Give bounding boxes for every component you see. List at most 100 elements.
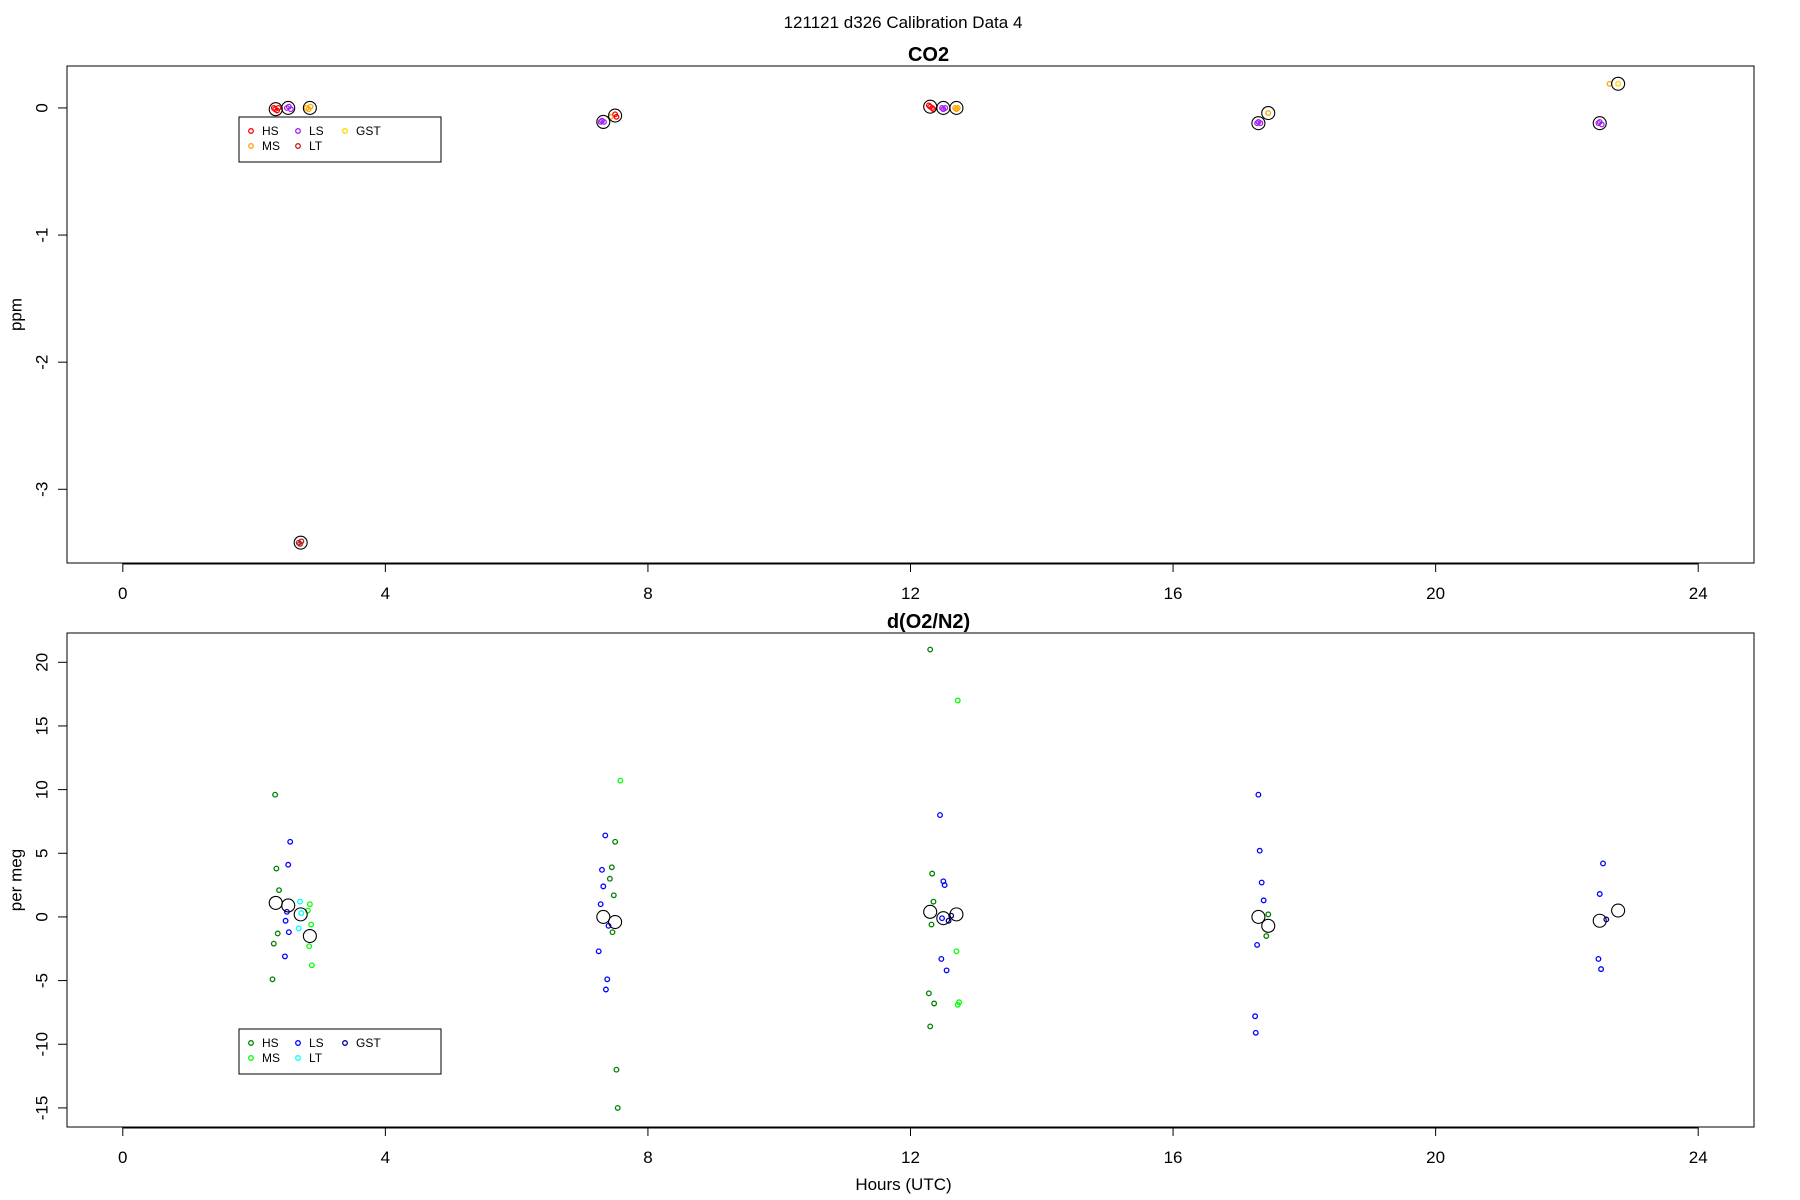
data-point <box>1255 791 1262 798</box>
mean-point <box>1592 913 1607 928</box>
x-tick-label: 12 <box>901 1148 920 1167</box>
x-tick-label: 8 <box>643 1148 652 1167</box>
y-axis-label: per meg <box>7 849 26 911</box>
data-point <box>1598 121 1605 128</box>
mean-point <box>1611 76 1626 91</box>
data-point <box>939 104 945 111</box>
data-point <box>1596 891 1603 897</box>
y-tick-label: 20 <box>33 653 52 672</box>
x-tick-label: 4 <box>381 1148 390 1167</box>
mean-point <box>293 907 308 922</box>
mean-point <box>1261 105 1276 121</box>
data-point <box>602 832 609 839</box>
series-ms <box>303 80 1613 120</box>
data-point <box>1600 860 1606 867</box>
mean-point <box>608 108 623 123</box>
y-tick-label: 5 <box>33 849 52 858</box>
mean-point <box>923 904 938 919</box>
series-lt <box>295 538 305 547</box>
data-point <box>930 898 937 905</box>
data-point <box>945 917 952 924</box>
data-point <box>281 953 288 960</box>
mean-point <box>1592 116 1607 131</box>
mean-point <box>281 898 296 913</box>
data-point <box>1263 933 1270 939</box>
x-tick-label: 16 <box>1164 584 1183 603</box>
data-point <box>1598 966 1605 973</box>
data-point <box>1615 80 1622 87</box>
x-tick-label: 24 <box>1689 1148 1708 1167</box>
x-tick-label: 20 <box>1426 584 1445 603</box>
data-point <box>274 930 281 937</box>
legend-label: LS <box>309 124 324 138</box>
data-point <box>927 646 934 653</box>
data-point <box>308 921 315 928</box>
mean-point <box>936 911 951 926</box>
y-tick-label: -3 <box>33 482 52 497</box>
data-point <box>606 875 613 882</box>
series-ls <box>283 103 1605 128</box>
data-point <box>954 104 961 111</box>
x-tick-label: 24 <box>1689 584 1708 603</box>
x-tick-label: 0 <box>118 584 127 603</box>
y-tick-label: 15 <box>33 716 52 735</box>
data-point <box>276 887 282 894</box>
x-axis-label: Hours (UTC) <box>855 1175 951 1194</box>
data-point <box>953 948 960 955</box>
data-point <box>595 948 602 955</box>
legend-marker <box>248 143 254 149</box>
mean-point <box>1251 909 1266 924</box>
data-point <box>609 929 616 936</box>
data-point <box>939 915 945 922</box>
y-tick-label: 10 <box>33 780 52 799</box>
legend-label: LT <box>309 1051 323 1065</box>
y-tick-label: -2 <box>33 355 52 370</box>
data-point <box>937 812 943 819</box>
mean-point <box>268 895 283 910</box>
data-point <box>954 697 961 704</box>
legend-label: LT <box>309 139 323 153</box>
legend-label: GST <box>356 1036 381 1050</box>
x-tick-label: 16 <box>1164 1148 1183 1167</box>
data-point <box>282 917 289 924</box>
series-mean <box>268 76 1626 550</box>
y-tick-label: 0 <box>33 103 52 112</box>
data-point <box>601 118 607 125</box>
data-point <box>275 104 282 111</box>
legend-marker <box>342 1040 348 1046</box>
data-point <box>272 791 279 798</box>
data-point <box>298 910 305 917</box>
x-tick-label: 12 <box>901 584 920 603</box>
data-point <box>953 106 960 113</box>
mean-point <box>1261 918 1276 933</box>
data-point <box>602 986 609 993</box>
data-point <box>617 777 624 784</box>
data-point <box>613 113 620 120</box>
data-point <box>298 538 305 545</box>
legend-marker <box>295 143 301 149</box>
data-point <box>285 861 292 868</box>
data-point <box>938 955 945 962</box>
legend-marker <box>295 1055 301 1061</box>
data-point <box>287 106 294 113</box>
chart-title: d(O2/N2) <box>887 611 970 633</box>
data-point <box>608 864 615 871</box>
mean-point <box>293 535 308 550</box>
y-tick-label: 0 <box>33 912 52 921</box>
chart-title: CO2 <box>908 44 949 66</box>
data-point <box>925 990 932 997</box>
data-point <box>306 943 313 950</box>
mean-point <box>949 100 964 115</box>
data-point <box>306 901 313 908</box>
data-point <box>1260 897 1267 904</box>
series-ms <box>304 697 963 1008</box>
legend-marker <box>248 1040 254 1046</box>
legend-label: HS <box>262 124 279 138</box>
data-point <box>597 901 604 908</box>
legend-marker <box>295 128 301 134</box>
legend-marker <box>248 1055 254 1061</box>
data-point <box>1254 120 1261 127</box>
